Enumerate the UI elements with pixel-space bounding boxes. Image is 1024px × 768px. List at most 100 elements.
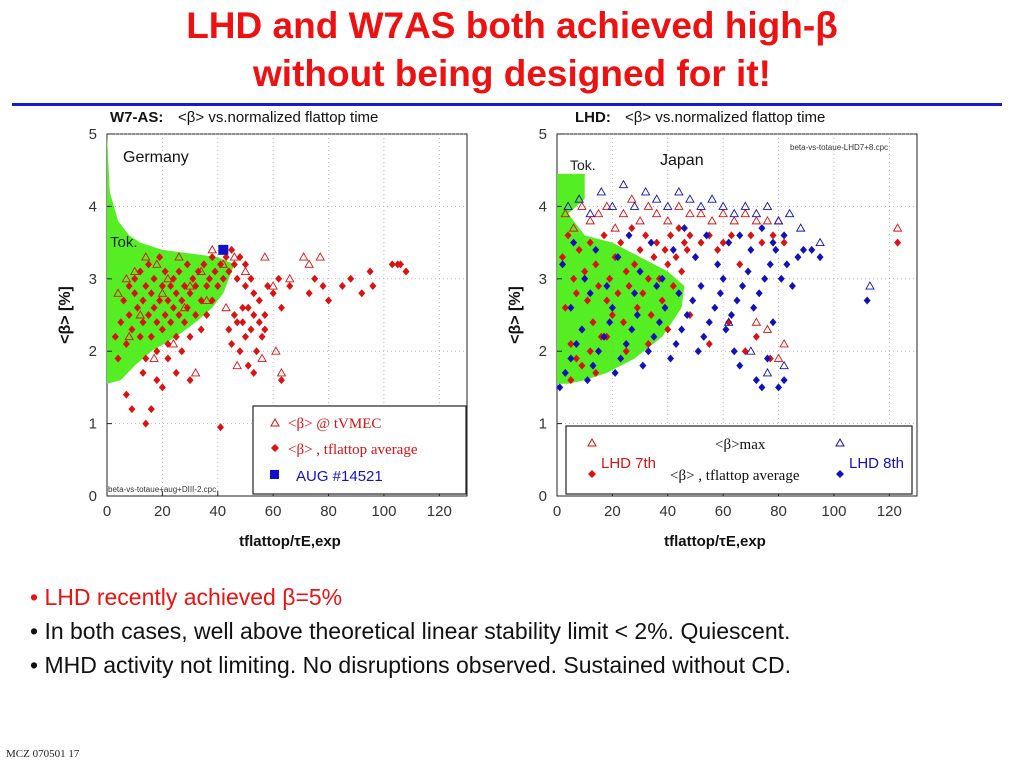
data-point: [175, 267, 183, 276]
data-point: [561, 303, 569, 312]
legend-marker-triangle-blue: [835, 437, 845, 447]
data-point: [221, 302, 231, 312]
data-point: [650, 332, 658, 341]
data-point: [625, 231, 633, 240]
data-point: [325, 296, 333, 305]
data-point: [784, 208, 795, 218]
data-point: [208, 296, 216, 305]
x-tick-label: 80: [770, 503, 787, 520]
data-point: [167, 282, 175, 291]
data-point: [150, 303, 158, 312]
data-point: [142, 354, 150, 363]
data-point: [894, 238, 902, 247]
data-point: [136, 332, 144, 341]
file-tag: beta-vs-totaue+aug+DIII-2.cpc: [108, 485, 216, 494]
data-point: [305, 289, 313, 298]
data-point: [664, 325, 672, 334]
data-point: [647, 238, 655, 247]
data-point: [196, 266, 206, 276]
data-point: [201, 295, 212, 304]
data-point: [268, 281, 278, 290]
data-point: [614, 289, 622, 298]
data-point: [592, 245, 600, 254]
data-point: [156, 296, 164, 305]
x-tick-label: 100: [371, 503, 396, 520]
data-point: [667, 231, 675, 240]
data-point: [572, 354, 580, 363]
data-point: [158, 383, 166, 392]
data-point: [640, 187, 651, 196]
data-point: [241, 282, 249, 291]
data-point: [586, 347, 594, 356]
y-tick-label: 2: [89, 343, 97, 360]
data-point: [277, 376, 285, 385]
data-point: [581, 267, 589, 276]
data-point: [186, 332, 194, 341]
data-point: [642, 231, 650, 240]
data-point: [388, 260, 396, 269]
data-point: [653, 282, 661, 291]
data-point: [730, 347, 738, 356]
data-point: [145, 311, 153, 319]
data-point: [628, 325, 636, 334]
data-point: [574, 194, 584, 203]
data-point: [696, 201, 706, 210]
data-point: [157, 288, 168, 297]
data-point: [147, 405, 155, 414]
data-point: [707, 215, 717, 225]
legend-marker-triangle: [270, 417, 280, 427]
data-point: [347, 274, 355, 283]
data-point: [211, 267, 219, 276]
data-point: [633, 303, 641, 312]
data-point: [618, 179, 629, 189]
title-rule: [12, 103, 1002, 106]
legend-max: <β>max: [715, 437, 766, 453]
data-point: [586, 289, 594, 298]
title-line-2: without being designed for it!: [253, 53, 771, 94]
legend-lhd7: LHD 7th: [601, 455, 656, 472]
data-point: [358, 289, 366, 298]
data-point: [636, 267, 644, 276]
data-point: [208, 253, 216, 262]
data-point: [260, 252, 270, 261]
data-point: [703, 231, 711, 240]
data-point: [236, 253, 244, 262]
data-point: [186, 289, 194, 298]
data-point: [172, 332, 180, 341]
data-point: [608, 311, 616, 319]
data-point: [128, 325, 136, 334]
data-point: [164, 339, 172, 348]
data-point: [816, 253, 824, 262]
data-point: [277, 303, 285, 312]
data-point: [570, 238, 578, 247]
data-point: [680, 238, 688, 247]
data-point: [197, 325, 205, 334]
data-point: [683, 311, 691, 319]
data-point: [139, 318, 147, 327]
data-point: [744, 267, 752, 276]
bullet-1: • LHD recently achieved β=5%: [30, 584, 343, 610]
data-point: [644, 274, 652, 283]
data-point: [633, 311, 641, 319]
legend-entry-2: <β> , tflattop average: [288, 442, 418, 458]
y-tick-label: 1: [89, 416, 97, 433]
data-point: [185, 281, 195, 290]
data-point: [567, 303, 575, 312]
region-label: Tok.: [110, 234, 138, 251]
data-point: [683, 245, 691, 254]
data-point: [125, 311, 133, 319]
data-point: [617, 238, 625, 247]
data-point: [697, 282, 705, 291]
legend-average: <β> , tflattop average: [670, 468, 800, 484]
data-point: [589, 361, 597, 370]
data-point: [139, 368, 147, 377]
data-point: [139, 296, 147, 305]
grid: [557, 133, 917, 496]
data-point: [740, 201, 751, 210]
x-tick-label: 80: [320, 503, 337, 520]
data-point: [247, 325, 255, 334]
data-point: [178, 347, 186, 356]
data-point: [225, 325, 233, 334]
data-point: [651, 194, 662, 203]
data-point: [600, 231, 608, 240]
